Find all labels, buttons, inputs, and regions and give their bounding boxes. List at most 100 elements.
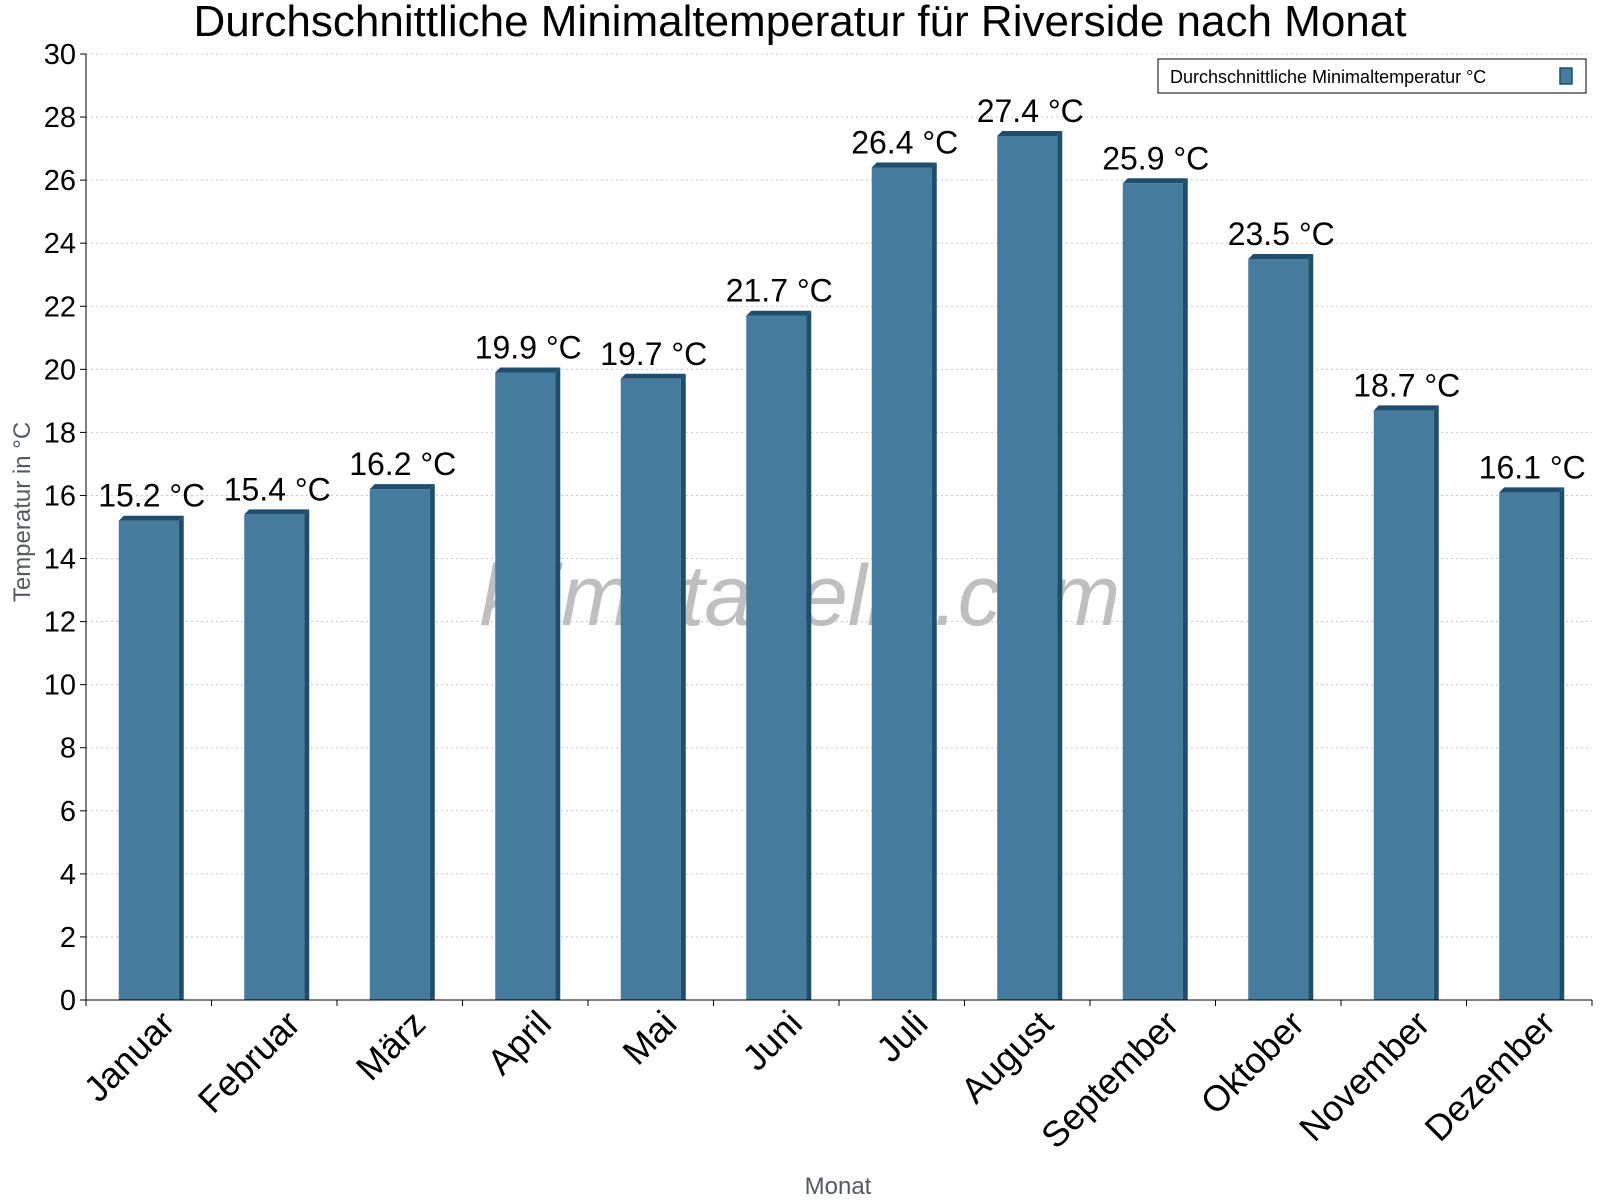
bar-top bbox=[1248, 253, 1314, 259]
x-tick-label: September bbox=[1033, 1003, 1187, 1157]
bar-top bbox=[997, 130, 1063, 136]
bar-Mai bbox=[620, 373, 686, 1000]
y-tick-label: 10 bbox=[44, 670, 76, 702]
axes bbox=[85, 54, 1592, 1001]
bar bbox=[244, 514, 305, 1000]
bar-side bbox=[1433, 405, 1439, 1000]
x-axis-ticks: Januar Februar März April Mai Juni Juli AugustS… bbox=[76, 1000, 1593, 1157]
y-tick-label: 18 bbox=[44, 417, 76, 449]
bar-August bbox=[997, 130, 1063, 1000]
bar bbox=[997, 135, 1058, 1000]
bar-side bbox=[555, 367, 561, 1000]
bar-Juni bbox=[746, 310, 812, 1000]
bar-April bbox=[495, 367, 561, 1000]
bar bbox=[118, 520, 179, 1000]
bar-top bbox=[746, 310, 812, 316]
y-axis-title: Temperatur in °C bbox=[9, 422, 36, 602]
data-label: 23.5 °C bbox=[1228, 216, 1335, 252]
bar-side bbox=[1308, 253, 1314, 1000]
data-labels: 15.2 °C 15.4 °C 16.2 °C 19.9 °C 19.7 °C 21.7 … bbox=[98, 93, 1586, 514]
data-label: 16.2 °C bbox=[349, 446, 456, 482]
y-tick-label: 26 bbox=[44, 165, 76, 197]
legend-box bbox=[1157, 58, 1587, 94]
data-label: 27.4 °C bbox=[977, 93, 1084, 129]
bar-Oktober bbox=[1248, 253, 1314, 1000]
bar-side bbox=[1057, 130, 1063, 1000]
bar bbox=[1122, 183, 1183, 1000]
gridlines bbox=[86, 53, 1592, 938]
bar-März bbox=[369, 484, 435, 1000]
y-tick-label: 6 bbox=[60, 796, 76, 828]
bar-series bbox=[118, 130, 1565, 1000]
chart-title: Durchschnittliche Minimaltemperatur für … bbox=[194, 0, 1407, 46]
bar-top bbox=[871, 162, 937, 168]
x-tick-label: April bbox=[479, 1003, 559, 1083]
y-tick-label: 20 bbox=[44, 354, 76, 386]
y-tick-label: 22 bbox=[44, 291, 76, 323]
bar bbox=[369, 489, 430, 1000]
data-label: 16.1 °C bbox=[1479, 449, 1586, 485]
x-tick-label: Januar bbox=[76, 1003, 183, 1110]
x-tick-label: August bbox=[953, 1003, 1061, 1111]
data-label: 19.7 °C bbox=[600, 336, 707, 372]
bar-Juli bbox=[871, 162, 937, 1000]
bar bbox=[1373, 410, 1434, 1000]
x-tick-label: Mai bbox=[614, 1003, 684, 1073]
legend: Durchschnittliche Minimaltemperatur °C bbox=[1157, 58, 1587, 94]
bar bbox=[871, 167, 932, 1000]
legend-swatch bbox=[1559, 67, 1573, 85]
data-label: 19.9 °C bbox=[475, 329, 582, 365]
bar-November bbox=[1373, 405, 1439, 1000]
y-tick-label: 14 bbox=[44, 544, 76, 576]
data-label: 18.7 °C bbox=[1353, 367, 1460, 403]
bar-September bbox=[1122, 178, 1188, 1000]
x-axis-title: Monat bbox=[805, 1173, 872, 1200]
bar-side bbox=[931, 162, 937, 1000]
bar-top bbox=[495, 367, 561, 373]
bar-side bbox=[304, 509, 310, 1000]
data-label: 15.2 °C bbox=[98, 478, 205, 514]
bar-top bbox=[118, 515, 184, 521]
data-label: 26.4 °C bbox=[851, 125, 958, 161]
bar-top bbox=[369, 484, 435, 490]
y-tick-label: 2 bbox=[60, 922, 76, 954]
y-tick-label: 8 bbox=[60, 733, 76, 765]
bar-side bbox=[1559, 487, 1565, 1000]
y-tick-label: 0 bbox=[60, 985, 76, 1017]
y-tick-label: 30 bbox=[44, 39, 76, 71]
bar-side bbox=[1182, 178, 1188, 1000]
bar bbox=[495, 372, 556, 1000]
bar-top bbox=[620, 373, 686, 379]
bar-side bbox=[680, 373, 686, 1000]
x-tick-label: Juli bbox=[868, 1003, 935, 1070]
bar-top bbox=[244, 509, 310, 515]
bar-Dezember bbox=[1499, 487, 1565, 1000]
bar-side bbox=[429, 484, 435, 1000]
bar bbox=[746, 315, 807, 1000]
bar-side bbox=[178, 515, 184, 1000]
x-tick-label: März bbox=[348, 1003, 434, 1089]
x-tick-label: Oktober bbox=[1192, 1003, 1312, 1123]
x-tick-label: Dezember bbox=[1416, 1003, 1562, 1149]
y-tick-label: 28 bbox=[44, 102, 76, 134]
x-tick-label: November bbox=[1291, 1003, 1437, 1149]
legend-label: Durchschnittliche Minimaltemperatur °C bbox=[1170, 67, 1486, 87]
y-tick-label: 24 bbox=[44, 228, 76, 260]
bar bbox=[1499, 492, 1560, 1000]
bar bbox=[1248, 258, 1309, 1000]
x-tick-label: Februar bbox=[190, 1003, 308, 1121]
data-label: 25.9 °C bbox=[1102, 140, 1209, 176]
bar bbox=[620, 378, 681, 1000]
bar-top bbox=[1373, 405, 1439, 411]
bar-side bbox=[806, 310, 812, 1000]
bar-Februar bbox=[244, 509, 310, 1000]
y-tick-label: 12 bbox=[44, 607, 76, 639]
bar-top bbox=[1122, 178, 1188, 184]
y-tick-label: 16 bbox=[44, 480, 76, 512]
y-tick-label: 4 bbox=[60, 859, 76, 891]
data-label: 21.7 °C bbox=[726, 273, 833, 309]
data-label: 15.4 °C bbox=[224, 471, 331, 507]
bar-top bbox=[1499, 487, 1565, 493]
